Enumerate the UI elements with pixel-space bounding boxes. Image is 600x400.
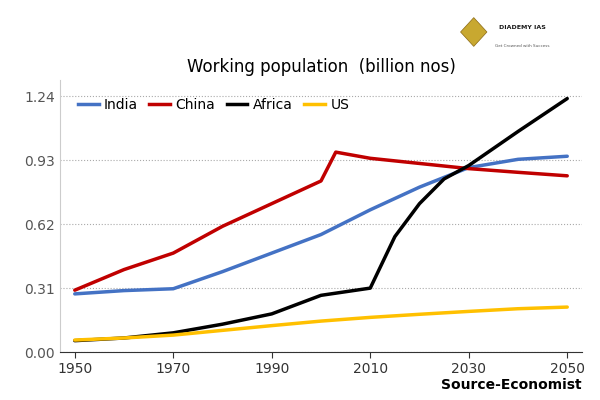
Africa bbox=[514, 129, 521, 134]
Title: Working population  (billion nos): Working population (billion nos) bbox=[187, 58, 455, 76]
China bbox=[332, 150, 340, 154]
US bbox=[268, 323, 275, 328]
India bbox=[96, 290, 103, 295]
Text: Source-Economist: Source-Economist bbox=[442, 378, 582, 392]
US bbox=[219, 328, 226, 333]
Africa bbox=[317, 293, 325, 298]
China bbox=[416, 161, 423, 166]
US bbox=[416, 312, 423, 317]
Text: Get Crowned with Success: Get Crowned with Success bbox=[496, 44, 550, 48]
Africa bbox=[367, 286, 374, 290]
US bbox=[367, 315, 374, 320]
China bbox=[121, 267, 128, 272]
Line: Africa: Africa bbox=[75, 98, 567, 341]
Legend: India, China, Africa, US: India, China, Africa, US bbox=[72, 92, 355, 118]
Polygon shape bbox=[461, 18, 487, 46]
China bbox=[465, 166, 472, 171]
India bbox=[367, 208, 374, 212]
US bbox=[514, 306, 521, 311]
Africa bbox=[391, 234, 398, 239]
Africa bbox=[440, 176, 448, 181]
India bbox=[416, 185, 423, 190]
China bbox=[219, 224, 226, 229]
China bbox=[563, 174, 571, 178]
India bbox=[121, 288, 128, 293]
Africa bbox=[465, 163, 472, 168]
India bbox=[317, 232, 325, 237]
India bbox=[268, 251, 275, 256]
India bbox=[514, 157, 521, 162]
China bbox=[317, 178, 325, 183]
India bbox=[170, 286, 177, 291]
Africa bbox=[563, 96, 571, 101]
India bbox=[465, 165, 472, 170]
US bbox=[317, 319, 325, 324]
China bbox=[514, 170, 521, 175]
Line: India: India bbox=[75, 156, 567, 294]
US bbox=[71, 338, 79, 342]
China bbox=[170, 251, 177, 256]
Line: China: China bbox=[75, 152, 567, 290]
Africa bbox=[121, 336, 128, 340]
Africa bbox=[416, 201, 423, 206]
US bbox=[563, 305, 571, 310]
Text: DIADEMY IAS: DIADEMY IAS bbox=[499, 25, 546, 30]
China bbox=[268, 201, 275, 206]
India bbox=[71, 292, 79, 296]
Africa bbox=[71, 338, 79, 343]
US bbox=[170, 333, 177, 338]
Africa bbox=[219, 322, 226, 326]
US bbox=[465, 309, 472, 314]
China bbox=[367, 156, 374, 161]
China bbox=[71, 288, 79, 292]
India bbox=[563, 154, 571, 159]
Africa bbox=[170, 330, 177, 335]
US bbox=[121, 336, 128, 340]
Africa bbox=[268, 312, 275, 316]
Line: US: US bbox=[75, 307, 567, 340]
India bbox=[219, 269, 226, 274]
